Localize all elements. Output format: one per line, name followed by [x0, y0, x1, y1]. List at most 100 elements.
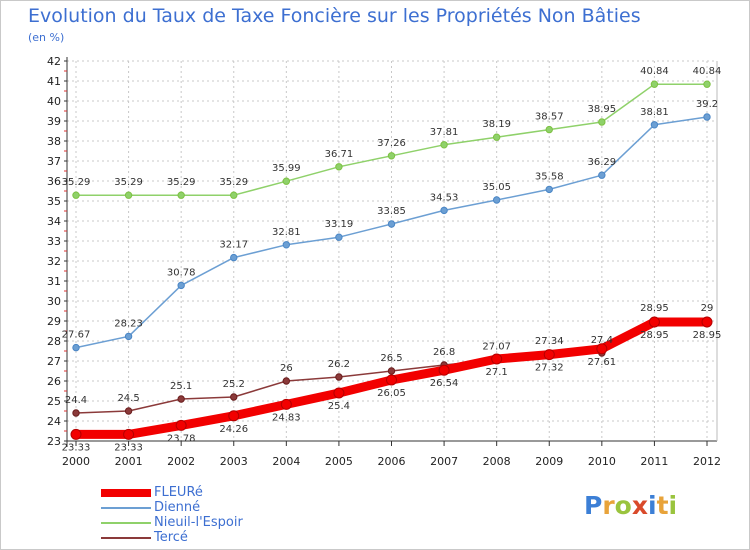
data-point — [386, 374, 397, 386]
data-labels: 35.29 35.29 35.29 35.29 35.99 36.71 37.26 37.81… — [62, 66, 722, 453]
data-label: 27.34 — [535, 336, 564, 347]
legend-label-terce: Tercé — [154, 530, 188, 545]
data-label: 38.95 — [588, 104, 617, 115]
data-label: 23.33 — [62, 442, 91, 453]
y-tick-label: 33 — [47, 235, 61, 248]
data-label: 35.29 — [114, 177, 143, 188]
y-tick-label: 35 — [47, 195, 61, 208]
data-label: 23.33 — [114, 442, 143, 453]
data-point — [124, 332, 133, 341]
data-label: 29 — [701, 303, 714, 314]
data-point — [177, 191, 185, 199]
logo-letter: i — [648, 491, 657, 520]
data-label: 38.81 — [640, 107, 669, 118]
data-point — [282, 177, 291, 185]
y-tick-label: 30 — [47, 295, 61, 308]
data-label: 26.05 — [377, 388, 406, 399]
x-tick-label: 2002 — [167, 455, 195, 468]
y-tick-label: 29 — [47, 315, 61, 328]
grid-lines — [67, 60, 717, 442]
data-point — [72, 343, 80, 352]
data-label: 28.95 — [640, 303, 669, 314]
data-point — [650, 80, 659, 88]
logo-letter: o — [614, 491, 632, 520]
logo-letter: i — [668, 491, 678, 520]
x-tick-label: 2005 — [325, 455, 353, 468]
x-tick-label: 2007 — [430, 455, 458, 468]
legend-swatch-terce — [101, 537, 151, 539]
data-label: 38.57 — [535, 112, 564, 123]
data-point — [703, 113, 711, 121]
data-point — [230, 191, 238, 199]
data-label: 27.07 — [482, 342, 511, 353]
data-label: 27.61 — [588, 357, 617, 368]
data-point — [598, 118, 606, 126]
data-point — [230, 253, 238, 262]
x-axis-ticks: 2000 2001 2002 2003 2004 2005 2006 2007 2008 2009… — [62, 455, 721, 468]
axes — [64, 57, 718, 447]
y-tick-label: 41 — [47, 75, 61, 88]
data-label: 26.8 — [433, 347, 455, 358]
data-label: 24.83 — [272, 412, 301, 423]
data-point — [282, 241, 291, 249]
data-label: 26 — [280, 363, 293, 374]
legend-label-fleure: FLEURé — [154, 485, 203, 500]
data-point — [72, 409, 80, 417]
data-label: 30.78 — [167, 267, 196, 278]
data-label: 32.81 — [272, 227, 301, 238]
x-tick-label: 2001 — [115, 455, 143, 468]
data-point — [123, 428, 135, 440]
data-label: 23.78 — [167, 433, 196, 444]
data-point — [387, 367, 396, 375]
data-label: 35.29 — [62, 177, 91, 188]
data-point — [545, 125, 553, 134]
data-point — [492, 133, 501, 141]
data-label: 26.54 — [430, 378, 459, 389]
x-tick-label: 2008 — [483, 455, 511, 468]
data-label: 24.5 — [117, 393, 139, 404]
data-point — [72, 191, 80, 199]
data-point — [650, 121, 659, 129]
y-tick-label: 38 — [47, 135, 61, 148]
data-label: 35.58 — [535, 171, 564, 182]
logo-letter: x — [631, 491, 648, 520]
data-label: 27.1 — [486, 367, 508, 378]
data-label: 25.2 — [223, 379, 245, 390]
data-label: 32.17 — [219, 240, 248, 251]
logo-letter: P — [584, 491, 603, 520]
data-label: 34.53 — [430, 192, 459, 203]
logo-letter: t — [656, 491, 669, 520]
data-label: 40.84 — [640, 66, 669, 77]
x-tick-label: 2006 — [378, 455, 406, 468]
data-label: 25.4 — [328, 401, 350, 412]
data-point — [177, 395, 185, 403]
series-lines — [70, 80, 713, 440]
y-tick-label: 39 — [47, 115, 61, 128]
data-point — [598, 171, 606, 179]
y-tick-label: 23 — [47, 435, 61, 448]
x-tick-label: 2004 — [272, 455, 300, 468]
data-point — [491, 353, 503, 365]
chart-title: Evolution du Taux de Taxe Foncière sur l… — [28, 5, 641, 27]
y-tick-label: 31 — [47, 275, 61, 288]
data-point — [543, 349, 555, 361]
data-label: 35.29 — [167, 177, 196, 188]
data-label: 33.19 — [325, 219, 354, 230]
data-point — [492, 196, 501, 204]
data-point — [70, 428, 82, 440]
data-point — [228, 410, 240, 422]
data-label: 28.23 — [114, 318, 143, 329]
data-label: 37.26 — [377, 138, 406, 149]
data-label: 33.85 — [377, 206, 406, 217]
data-point — [703, 80, 711, 88]
data-point — [648, 316, 660, 328]
data-point — [387, 220, 396, 228]
data-label: 35.29 — [219, 177, 248, 188]
x-tick-label: 2011 — [640, 455, 668, 468]
data-label: 24.26 — [219, 424, 248, 435]
y-tick-label: 32 — [47, 255, 61, 268]
legend-swatch-nieuil — [101, 522, 151, 524]
y-tick-label: 27 — [47, 355, 61, 368]
